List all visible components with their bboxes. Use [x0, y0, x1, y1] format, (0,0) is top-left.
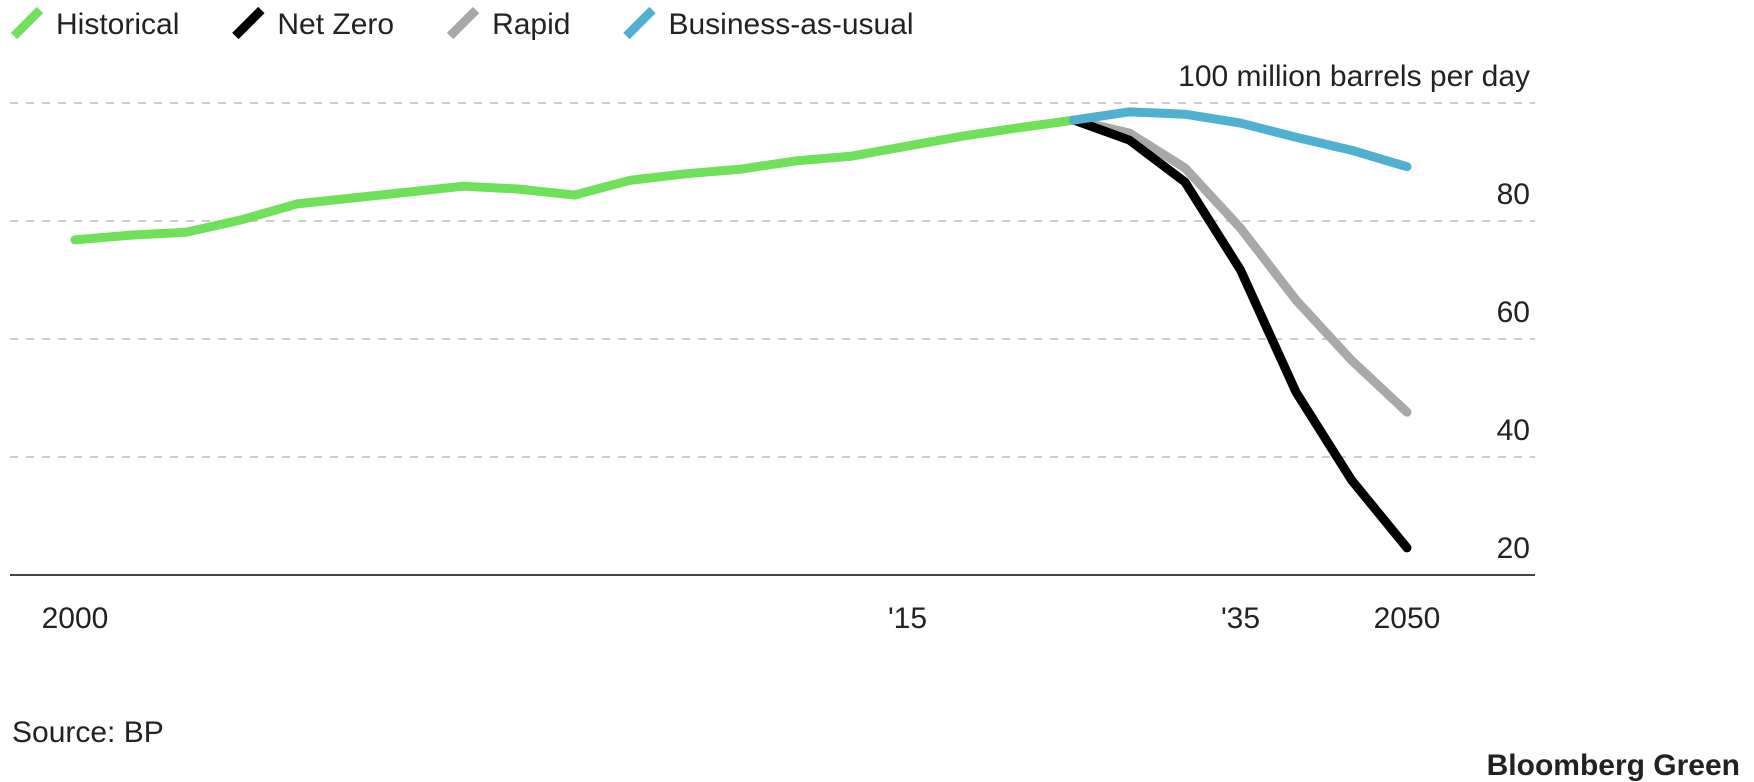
- legend-label: Rapid: [492, 8, 570, 41]
- y-tick-label: 40: [1497, 414, 1530, 447]
- legend-swatch: [623, 6, 656, 40]
- y-tick-label: 20: [1497, 532, 1530, 565]
- x-tick-label: '35: [1221, 602, 1260, 635]
- legend-swatch: [446, 6, 480, 40]
- y-tick-label: 100 million barrels per day: [1178, 60, 1530, 93]
- y-tick-label: 60: [1497, 296, 1530, 329]
- x-tick-label: '15: [888, 602, 927, 635]
- x-tick-label: 2050: [1374, 602, 1441, 635]
- series-line: [1069, 107, 1412, 172]
- legend-label: Historical: [56, 8, 179, 41]
- y-tick-label: 80: [1497, 178, 1530, 211]
- brand: Bloomberg Green: [1487, 749, 1740, 782]
- legend-label: Net Zero: [277, 8, 394, 41]
- legend-label: Business-as-usual: [668, 8, 913, 41]
- source: Source: BP: [12, 716, 164, 749]
- legend-swatch: [10, 6, 44, 40]
- legend-swatch: [232, 6, 265, 40]
- series-line: [70, 115, 1079, 245]
- x-tick-label: 2000: [42, 602, 109, 635]
- series-line: [1069, 115, 1412, 417]
- series-line: [1069, 115, 1412, 553]
